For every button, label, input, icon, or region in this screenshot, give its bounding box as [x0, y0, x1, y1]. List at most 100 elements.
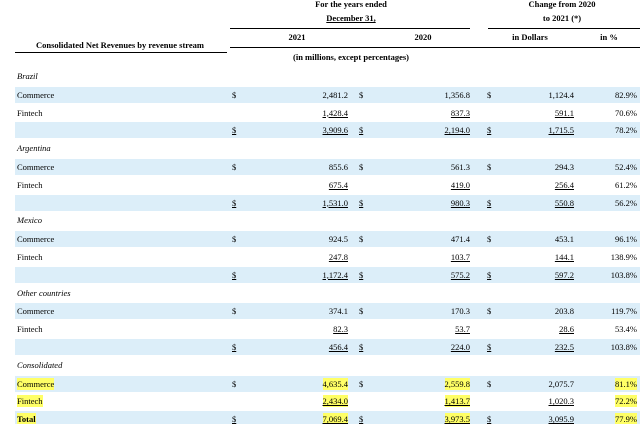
cell-value: 456.4: [328, 342, 348, 352]
currency: $: [359, 89, 364, 100]
row-label: Fintech: [17, 324, 43, 335]
row-band: [15, 339, 640, 355]
currency: $: [232, 125, 237, 136]
row-label: Commerce: [17, 377, 55, 390]
row-header: Consolidated Net Revenues by revenue str…: [35, 40, 205, 50]
currency: $: [232, 306, 237, 317]
currency: $: [232, 342, 237, 352]
currency: $: [487, 342, 492, 352]
currency: $: [487, 306, 492, 317]
cell-value: 591.1: [554, 107, 574, 118]
change-header: to 2021 (*): [542, 13, 582, 23]
cell-value: 119.7%: [611, 306, 637, 317]
section-name: Argentina: [17, 143, 51, 154]
cell-value: 1,356.8: [444, 89, 471, 100]
cell-value: 471.4: [450, 234, 470, 245]
currency: $: [487, 89, 492, 100]
cell-value: 575.2: [450, 269, 470, 280]
currency: $: [232, 162, 237, 172]
cell-value: 28.6: [559, 324, 574, 335]
cell-value: 103.8%: [610, 342, 637, 352]
rule: [15, 52, 227, 53]
cell-value: 1,428.4: [322, 107, 349, 118]
cell-value: 2,434.0: [322, 395, 348, 408]
rule: [230, 47, 640, 48]
row-band: [15, 122, 640, 139]
cell-value: 837.3: [450, 107, 470, 118]
cell-value: 374.1: [328, 306, 348, 317]
row-band: [15, 231, 640, 248]
currency: $: [232, 234, 237, 245]
cell-value: 232.5: [554, 342, 574, 352]
currency: $: [232, 269, 237, 280]
cell-value: 3,973.5: [444, 413, 470, 424]
cell-value: 82.3: [333, 324, 348, 335]
row-label: Fintech: [17, 107, 43, 118]
currency: $: [359, 378, 364, 389]
currency: $: [359, 234, 364, 245]
period-header: For the years ended: [315, 0, 387, 9]
cell-value: 53.4%: [615, 324, 637, 335]
currency: $: [359, 342, 364, 352]
currency: $: [232, 197, 237, 208]
cell-value: 224.0: [450, 342, 470, 352]
currency: $: [487, 125, 492, 136]
unit-note: (in millions, except percentages): [293, 52, 409, 62]
cell-value: 203.8: [554, 306, 574, 317]
currency: $: [487, 269, 492, 280]
row-band: [15, 194, 640, 211]
cell-value: 4,635.4: [322, 377, 348, 390]
row-label: Commerce: [17, 89, 55, 100]
currency: $: [359, 125, 364, 136]
cell-value: 61.2%: [615, 179, 637, 190]
cell-value: 53.7: [455, 324, 470, 335]
cell-value: 78.2%: [615, 125, 637, 136]
cell-value: 52.4%: [615, 162, 637, 172]
cell-value: 855.6: [328, 162, 348, 172]
cell-value: 1,413.7: [444, 395, 470, 408]
currency: $: [359, 197, 364, 208]
cell-value: 453.1: [554, 234, 574, 245]
cell-value: 597.2: [554, 269, 574, 280]
row-label: Total: [17, 413, 36, 424]
cell-value: 2,481.2: [322, 89, 349, 100]
currency: $: [359, 414, 364, 424]
rule: [488, 28, 640, 29]
currency: $: [487, 414, 492, 424]
cell-value: 1,531.0: [322, 197, 349, 208]
cell-value: 7,069.4: [322, 413, 348, 424]
cell-value: 77.9%: [615, 413, 637, 424]
column-header: 2021: [288, 32, 306, 42]
section-name: Mexico: [17, 215, 43, 226]
period-header: December 31,: [326, 13, 376, 23]
currency: $: [359, 306, 364, 317]
currency: $: [359, 162, 364, 172]
cell-value: 103.8%: [610, 269, 637, 280]
column-header: in %: [600, 32, 618, 42]
row-band: [15, 303, 640, 320]
row-label: Commerce: [17, 234, 55, 245]
cell-value: 2,194.0: [444, 125, 471, 136]
currency: $: [359, 269, 364, 280]
currency: $: [487, 162, 492, 172]
cell-value: 144.1: [554, 252, 574, 262]
row-label: Commerce: [17, 306, 55, 317]
currency: $: [487, 378, 492, 389]
row-band: [15, 159, 640, 175]
cell-value: 294.3: [554, 162, 574, 172]
cell-value: 170.3: [450, 306, 470, 317]
currency: $: [232, 89, 237, 100]
rule: [230, 28, 470, 29]
cell-value: 138.9%: [610, 252, 637, 262]
currency: $: [232, 378, 237, 389]
cell-value: 82.9%: [615, 89, 637, 100]
column-header: 2020: [414, 32, 432, 42]
section-name: Other countries: [17, 287, 71, 298]
row-band: [15, 86, 640, 103]
cell-value: 81.1%: [615, 377, 637, 390]
cell-value: 96.1%: [615, 234, 637, 245]
cell-value: 70.6%: [615, 107, 637, 118]
row-band: [15, 266, 640, 283]
cell-value: 561.3: [450, 162, 470, 172]
